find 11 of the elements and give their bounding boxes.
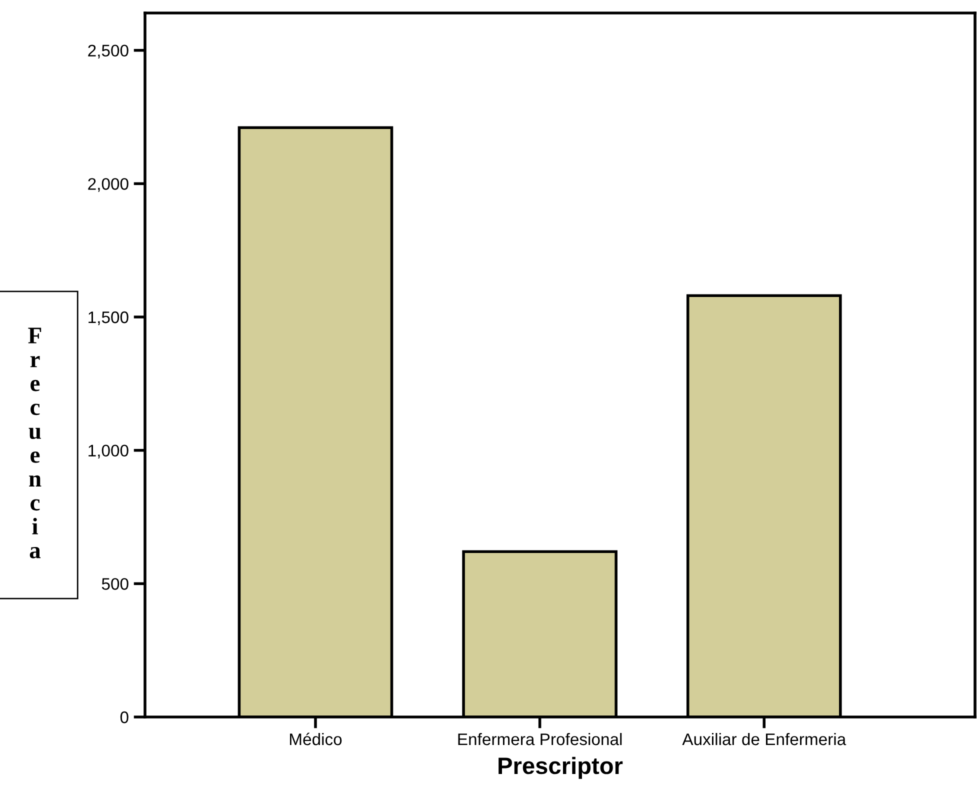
x-tick-label: Auxiliar de Enfermeria	[682, 732, 846, 746]
y-tick-label: 2,500	[88, 44, 128, 59]
text: Frecuencia	[28, 328, 42, 558]
y-tick-label: 1,000	[88, 444, 128, 459]
x-axis-title: Prescriptor	[498, 756, 623, 779]
y-tick-label: 2,000	[88, 178, 128, 192]
y-tick-label: 1,500	[88, 311, 128, 326]
x-tick-label: Enfermera Profesional	[458, 732, 622, 746]
y-tick-label: 0	[120, 711, 128, 724]
y-tick-label: 500	[102, 578, 128, 590]
x-tick-label: Médico	[290, 732, 342, 746]
